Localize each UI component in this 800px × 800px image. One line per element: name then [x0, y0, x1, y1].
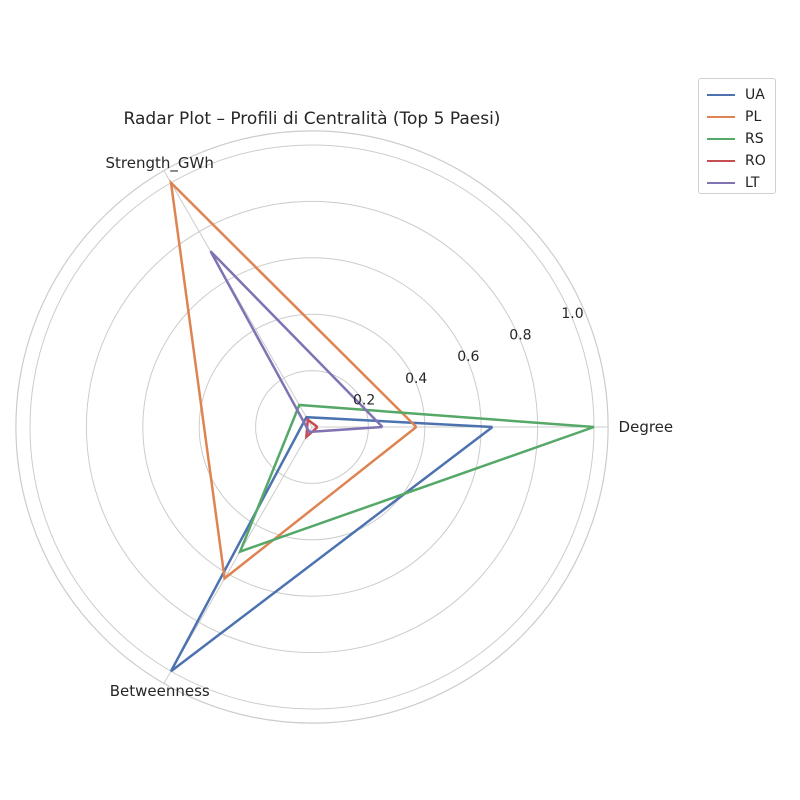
legend-item-rs: RS — [699, 128, 775, 150]
legend-label: RO — [745, 153, 766, 169]
series-line-rs — [237, 403, 595, 554]
radial-tick-label: 0.2 — [353, 392, 375, 408]
axis-label: Degree — [619, 418, 674, 436]
legend-item-ro: RO — [699, 150, 775, 172]
legend-swatch — [707, 138, 735, 140]
legend-swatch — [707, 182, 735, 184]
radial-tick-label: 0.8 — [509, 328, 531, 344]
legend-item-pl: PL — [699, 106, 775, 128]
legend-label: RS — [745, 131, 764, 147]
series-line-lt — [209, 250, 384, 434]
legend-swatch — [707, 160, 735, 162]
series-line-pl — [169, 179, 418, 581]
radar-series — [169, 179, 595, 673]
radar-grid — [15, 130, 609, 724]
chart-title: Radar Plot – Profili di Centralità (Top … — [124, 109, 501, 129]
axis-label: Betweenness — [110, 682, 210, 700]
axis-label: Strength_GWh — [106, 154, 214, 173]
legend-swatch — [707, 94, 735, 96]
legend-swatch — [707, 116, 735, 118]
radial-tick-label: 0.4 — [405, 371, 427, 387]
series-line-ua — [169, 415, 494, 673]
legend-item-ua: UA — [699, 84, 775, 106]
axis-spoke — [163, 170, 313, 428]
radial-tick-label: 1.0 — [561, 306, 583, 322]
legend-label: PL — [745, 109, 762, 125]
legend: UA PL RS RO LT — [698, 78, 776, 194]
legend-label: UA — [745, 87, 765, 103]
legend-label: LT — [745, 175, 760, 191]
legend-item-lt: LT — [699, 172, 775, 194]
radial-tick-label: 0.6 — [457, 349, 479, 365]
radar-labels: Degree Strength_GWh Betweenness 0.2 0.4 0.6 0.… — [106, 154, 674, 700]
